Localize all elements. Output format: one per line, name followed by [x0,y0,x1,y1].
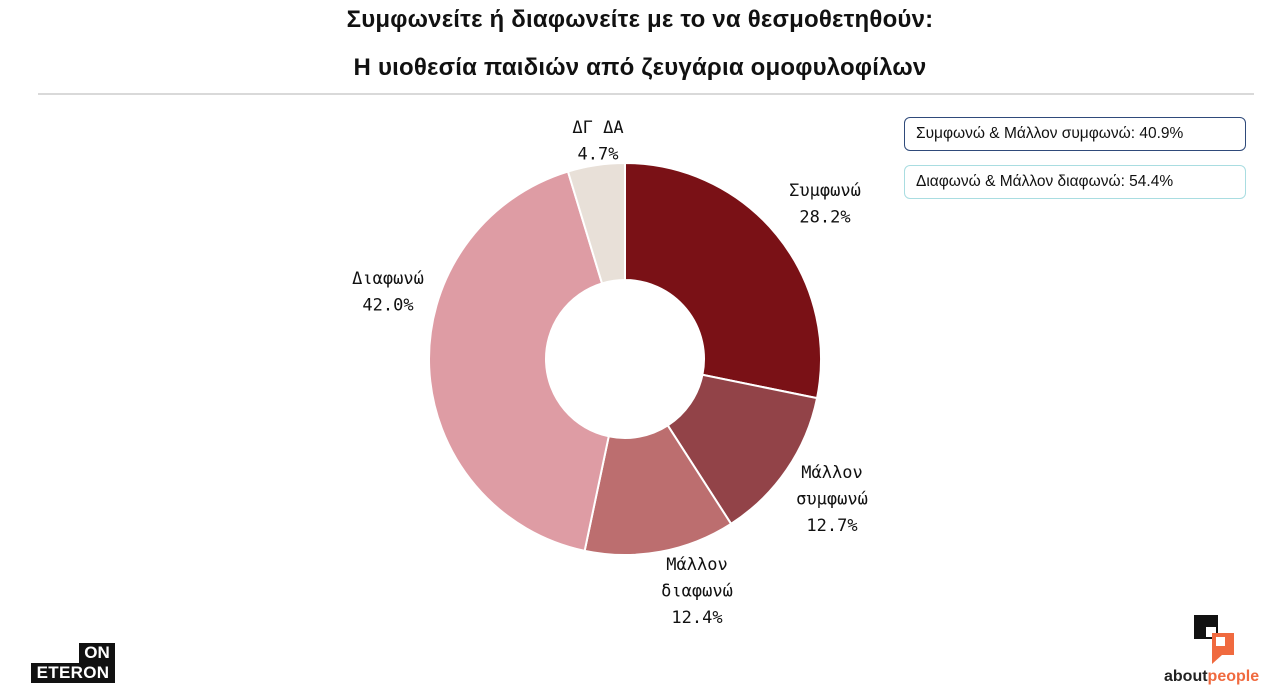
donut-slice [428,170,610,552]
speech-bubbles-icon [1194,615,1234,664]
donut-slice [583,424,733,556]
slice-value-label: 4.7% [578,145,619,165]
donut-slice [666,373,819,526]
slice-category-label: Διαφωνώ [352,269,424,289]
logo-eteron-text: ETERON [31,663,115,683]
agree-summary-box: Συμφωνώ & Μάλλον συμφωνώ: 40.9% [904,117,1246,151]
slice-category-label: ΔΓ ΔΑ [572,118,623,138]
aboutpeople-wordmark: aboutpeople [1164,668,1259,686]
logo-on-text: ON [79,643,115,663]
title-divider [38,93,1254,95]
donut-slice [566,161,626,285]
donut-slice [624,161,822,400]
chart-title-line2: Η υιοθεσία παιδιών από ζευγάρια ομοφυλοφ… [353,54,927,81]
slice-category-label: διαφωνώ [661,582,733,602]
disagree-summary-box: Διαφωνώ & Μάλλον διαφωνώ: 54.4% [904,165,1246,199]
slice-category-label: Μάλλον [801,463,862,483]
oneteron-logo: ON ETERON [31,643,115,683]
slice-category-label: Συμφωνώ [789,181,861,201]
slice-category-label: Μάλλον [666,555,727,575]
slice-value-label: 42.0% [362,296,413,316]
wordmark-about: about [1164,668,1208,685]
slice-category-label: συμφωνώ [796,490,868,510]
slice-value-label: 12.7% [806,516,857,536]
aboutpeople-logo: aboutpeople [1160,610,1264,688]
wordmark-people: people [1207,668,1260,685]
chart-title-line1: Συμφωνείτε ή διαφωνείτε με το να θεσμοθε… [346,6,934,33]
slice-value-label: 28.2% [799,208,850,228]
slice-value-label: 12.4% [671,608,722,628]
